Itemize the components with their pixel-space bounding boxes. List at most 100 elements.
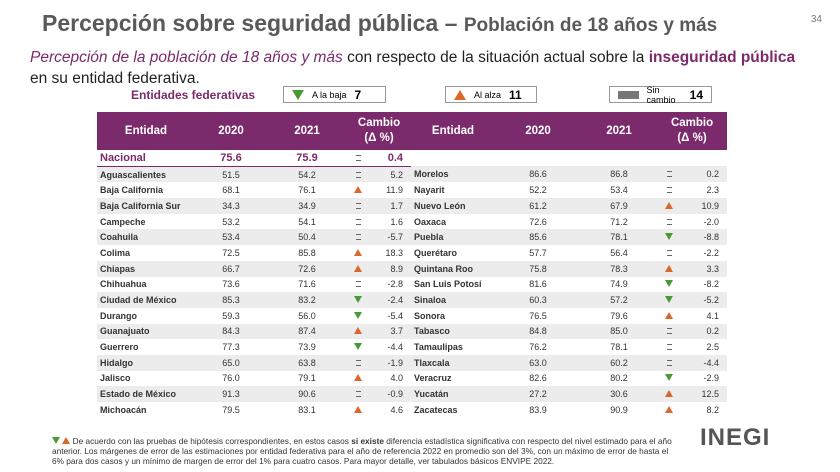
entity: Yucatán	[411, 386, 496, 402]
header-row: Entidad 2020 2021 Cambio (Δ %) Entidad 20…	[97, 112, 728, 150]
value-2020: 65.0	[195, 354, 267, 371]
value-2020: 85.6	[495, 229, 582, 246]
value-2020: 85.3	[195, 292, 267, 308]
entity: Puebla	[411, 229, 496, 246]
value-2020: 84.3	[195, 323, 267, 340]
value-2020: 52.2	[529, 185, 547, 196]
value-2021: 71.6	[298, 279, 316, 290]
value-2021: 67.9	[581, 198, 658, 214]
value-2021: 50.4	[267, 229, 347, 246]
page-number: 34	[810, 14, 822, 25]
row: Baja California 68.1 76.1 11.9 Nayarit 52.2 53…	[97, 182, 727, 198]
row: Hidalgo 65.0 63.8 -1.9 Tlaxcala 63.0 60.2 -4.4	[97, 354, 728, 371]
trend-cell	[657, 323, 682, 340]
change: -4.4	[681, 354, 728, 371]
entity: Chihuahua	[100, 279, 147, 290]
footnote: De acuerdo con las pruebas de hipótesis …	[52, 436, 682, 466]
footnote-text: De acuerdo con las pruebas de hipótesis …	[72, 436, 349, 446]
trend-cell	[657, 245, 681, 261]
value-2020: 59.3	[222, 310, 240, 321]
trend-icon	[666, 344, 672, 351]
trend-icon	[666, 218, 672, 225]
value-2020: 53.2	[222, 216, 240, 227]
change: 10.9	[681, 198, 728, 214]
entity: Tamaulipas	[414, 342, 463, 353]
trend-cell	[347, 402, 369, 418]
entity: Oaxaca	[414, 216, 447, 227]
icon-down	[52, 437, 60, 444]
value-2020: 34.3	[195, 198, 267, 214]
value-2021: 86.8	[581, 166, 658, 183]
trend-cell	[657, 166, 682, 183]
change: 1.7	[369, 198, 412, 214]
trend-cell	[657, 277, 681, 293]
header-text: Cambio	[357, 117, 401, 129]
row: Ciudad de México 85.3 83.2 -2.4 Sinaloa 60.3 5…	[97, 292, 728, 308]
change: 11.9	[386, 185, 404, 196]
value-2021: 74.9	[610, 279, 628, 290]
trend-cell	[347, 245, 369, 261]
empty-cell	[495, 150, 582, 167]
trend-icon	[665, 374, 674, 382]
entity: Baja California	[100, 185, 164, 196]
trend-cell	[347, 182, 369, 198]
header: 2021	[581, 112, 658, 150]
value-2021: 53.4	[610, 185, 628, 196]
change: -2.0	[703, 216, 720, 227]
title-sub: Población de 18 años y más	[463, 15, 718, 36]
trend-cell	[347, 198, 369, 214]
trend-cell	[657, 260, 682, 277]
trend-icon	[665, 390, 674, 398]
header: 2020	[495, 112, 582, 150]
subtitle-text: con respecto de la situación actual sobr…	[347, 49, 645, 66]
change: 4.6	[390, 404, 404, 415]
change: -1.9	[369, 354, 412, 371]
subtitle-bold: inseguridad pública	[648, 49, 796, 66]
value-2020: 75.8	[495, 260, 582, 277]
trend-icon	[665, 233, 674, 241]
trend-cell	[657, 386, 682, 402]
row: Colima 72.5 85.8 18.3 Querétaro 57.7 56.4 -2.2	[97, 245, 727, 261]
trend-icon	[354, 248, 362, 256]
entity: Nuevo León	[411, 198, 496, 214]
change: 0.2	[681, 166, 728, 183]
trend-icon	[665, 280, 674, 288]
change: 18.3	[385, 247, 404, 258]
legend-label: A la baja	[312, 89, 347, 100]
subtitle-text: en su entidad federativa.	[30, 70, 200, 87]
trend-cell	[657, 229, 682, 246]
trend-cell	[347, 386, 369, 402]
value-2021: 79.6	[610, 310, 628, 321]
value-2021: 85.8	[298, 247, 316, 258]
value-2020: 83.9	[529, 404, 547, 415]
value-2021: 78.1	[610, 342, 628, 353]
entity: Sinaloa	[411, 292, 496, 308]
change: -4.4	[387, 342, 404, 353]
value-2020: 72.6	[529, 216, 547, 227]
value-2020: 68.1	[222, 185, 240, 196]
empty-cell	[657, 150, 682, 167]
trend-icon	[665, 311, 674, 319]
change: -5.7	[369, 229, 412, 246]
trend-cell	[347, 292, 369, 308]
value-2020: 82.6	[529, 373, 547, 384]
legend-item: Al alza 11	[445, 86, 537, 103]
value-2021: 30.6	[581, 386, 658, 402]
change: -2.2	[703, 247, 720, 258]
value-2021: 54.2	[267, 166, 347, 183]
header: 2021	[267, 112, 347, 150]
change: 12.5	[681, 386, 728, 402]
value-2020: 76.0	[222, 373, 240, 384]
value-2021: 90.6	[267, 386, 347, 402]
entity: Baja California Sur	[97, 198, 195, 214]
trend-icon	[666, 171, 672, 178]
change: 4.0	[390, 373, 404, 384]
footnote-text: diferencia estadística significativa con…	[52, 436, 672, 466]
trend-cell	[347, 354, 369, 371]
trend-cell	[347, 150, 369, 167]
change: -8.2	[703, 279, 720, 290]
entity: Sonora	[414, 310, 446, 321]
value-2021: 56.0	[298, 310, 316, 321]
legend-item: Sin cambio 14	[609, 85, 712, 105]
value-2021: 90.9	[610, 404, 628, 415]
